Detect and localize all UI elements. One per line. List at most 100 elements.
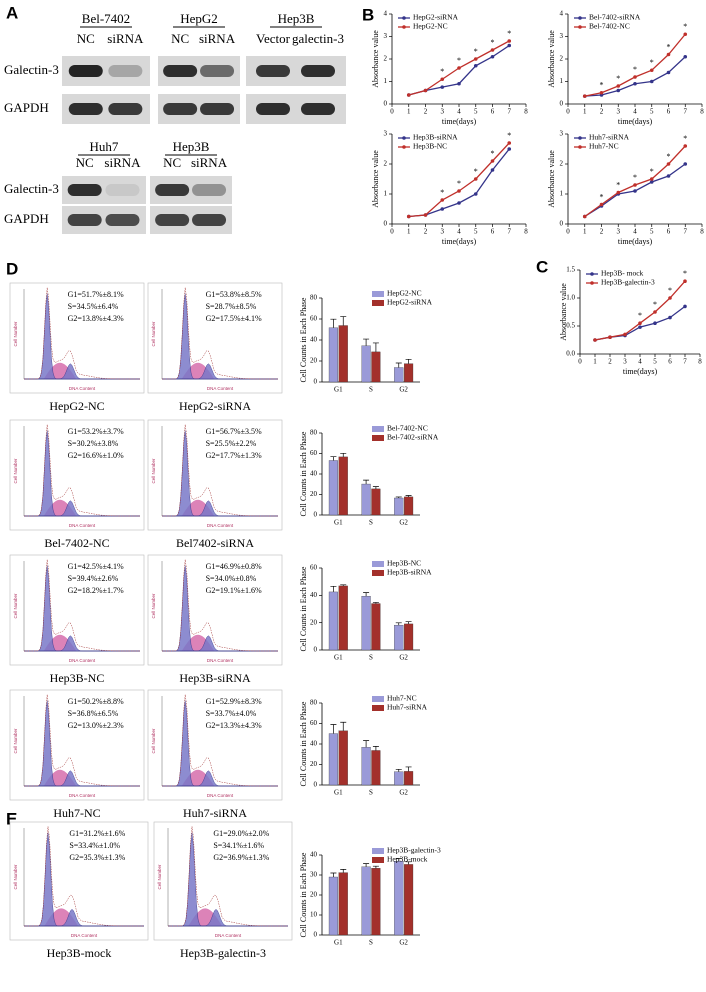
panel-letter: B xyxy=(362,5,374,24)
y-axis-label: Cell Counts in Each Phase xyxy=(299,852,308,937)
blot-band xyxy=(256,65,290,77)
blot-group-label: Huh7 xyxy=(90,139,119,154)
y-tick-label: 1.0 xyxy=(566,294,575,302)
flow-stat: G1=53.8%±8.5% xyxy=(206,290,262,299)
flow-x-axis-label: DNA Content xyxy=(207,658,234,663)
flow-x-axis-label: DNA Content xyxy=(207,523,234,528)
y-axis-label: Cell Counts in Each Phase xyxy=(299,566,308,651)
y-tick-label: 0 xyxy=(314,511,318,519)
y-axis-label: Absorbance value xyxy=(559,283,568,341)
error-bar xyxy=(405,766,412,772)
lane-label: NC xyxy=(77,31,95,46)
flow-stat: G1=53.2%±3.7% xyxy=(68,427,124,436)
x-tick-label: 0 xyxy=(578,358,582,366)
point xyxy=(490,168,495,172)
flow-stat: S=34.0%±0.8% xyxy=(206,574,257,583)
legend-marker xyxy=(578,145,582,149)
x-tick-label: 1 xyxy=(407,228,411,236)
flow-stat: S=28.7%±8.5% xyxy=(206,302,257,311)
significance-marker: * xyxy=(600,192,604,201)
flow-stat: G1=56.7%±3.5% xyxy=(206,427,262,436)
blot-band xyxy=(301,103,335,115)
bar xyxy=(404,623,414,651)
error-bar xyxy=(395,622,402,626)
flow-frame xyxy=(147,282,283,394)
legend-label: Huh7-siRNA xyxy=(589,133,630,142)
point xyxy=(638,325,642,329)
point xyxy=(593,338,597,342)
lane-label: NC xyxy=(163,155,181,170)
point xyxy=(457,189,461,193)
legend-marker xyxy=(402,136,406,140)
y-tick-label: 0.0 xyxy=(566,350,575,358)
x-tick-label: G2 xyxy=(399,519,408,527)
bar xyxy=(328,460,338,516)
error-bar xyxy=(330,724,337,734)
bar xyxy=(394,771,404,786)
point xyxy=(507,43,512,48)
flow-y-axis-label: Cell Number xyxy=(13,593,18,619)
blot-band xyxy=(67,184,102,196)
bar xyxy=(371,868,381,936)
flow-fit xyxy=(162,559,278,652)
bar xyxy=(371,351,381,383)
flow-frame xyxy=(9,554,145,666)
point xyxy=(649,79,654,84)
x-tick-label: 8 xyxy=(524,108,528,116)
y-tick-label: 0 xyxy=(384,100,388,108)
y-tick-label: 4 xyxy=(560,10,564,18)
y-tick-label: 2 xyxy=(560,160,564,168)
legend-swatch xyxy=(372,291,384,297)
blot-group-label: Hep3B xyxy=(173,139,210,154)
flow-sample-name: HepG2-siRNA xyxy=(179,399,251,413)
lane-label: NC xyxy=(76,155,94,170)
y-tick-label: 1.5 xyxy=(566,266,575,274)
flow-x-axis-label: DNA Content xyxy=(207,793,234,798)
error-bar xyxy=(340,316,347,326)
blot-row-label: Galectin-3 xyxy=(4,181,59,196)
legend-label: Huh7-NC xyxy=(387,694,417,703)
error-bar xyxy=(395,362,402,368)
legend-label: Hep3B-galectin-3 xyxy=(387,846,441,855)
panel-letter: E xyxy=(6,809,17,828)
y-axis-label: Cell Counts in Each Phase xyxy=(299,701,308,786)
point xyxy=(633,189,637,193)
legend-swatch xyxy=(372,848,384,854)
significance-marker: * xyxy=(667,152,671,161)
bar xyxy=(394,861,404,936)
x-tick-label: G1 xyxy=(334,789,343,797)
y-tick-label: 60 xyxy=(310,719,318,727)
point xyxy=(582,94,587,98)
y-axis-label: Cell Counts in Each Phase xyxy=(299,431,308,516)
lane-label: siRNA xyxy=(191,155,228,170)
bar xyxy=(328,591,338,651)
significance-marker: * xyxy=(507,131,511,140)
blot-band xyxy=(301,65,335,77)
x-tick-label: 6 xyxy=(667,108,671,116)
legend-swatch xyxy=(372,561,384,567)
x-tick-label: 4 xyxy=(457,228,461,236)
flow-stat: G1=50.2%±8.8% xyxy=(68,697,124,706)
significance-marker: * xyxy=(650,167,654,176)
y-tick-label: 2 xyxy=(384,160,388,168)
y-tick-label: 0.5 xyxy=(566,322,575,330)
y-axis-label: Absorbance value xyxy=(371,30,380,88)
x-tick-label: 6 xyxy=(491,108,495,116)
x-tick-label: 1 xyxy=(593,358,597,366)
significance-marker: * xyxy=(638,311,642,320)
legend-marker xyxy=(402,145,406,149)
x-tick-label: 5 xyxy=(653,358,657,366)
legend-marker xyxy=(402,16,406,20)
y-tick-label: 60 xyxy=(310,449,318,457)
flow-stat: G2=17.7%±1.3% xyxy=(206,451,262,460)
x-tick-label: 1 xyxy=(407,108,411,116)
blot-band xyxy=(105,184,140,196)
bar xyxy=(361,747,371,786)
x-tick-label: 4 xyxy=(457,108,461,116)
y-tick-label: 40 xyxy=(310,591,318,599)
blot-group-label: HepG2 xyxy=(180,11,218,26)
legend-label: HepG2-NC xyxy=(413,22,448,31)
flow-stat: G2=18.2%±1.7% xyxy=(68,586,124,595)
flow-stat: S=33.7%±4.0% xyxy=(206,709,257,718)
point xyxy=(490,159,495,163)
